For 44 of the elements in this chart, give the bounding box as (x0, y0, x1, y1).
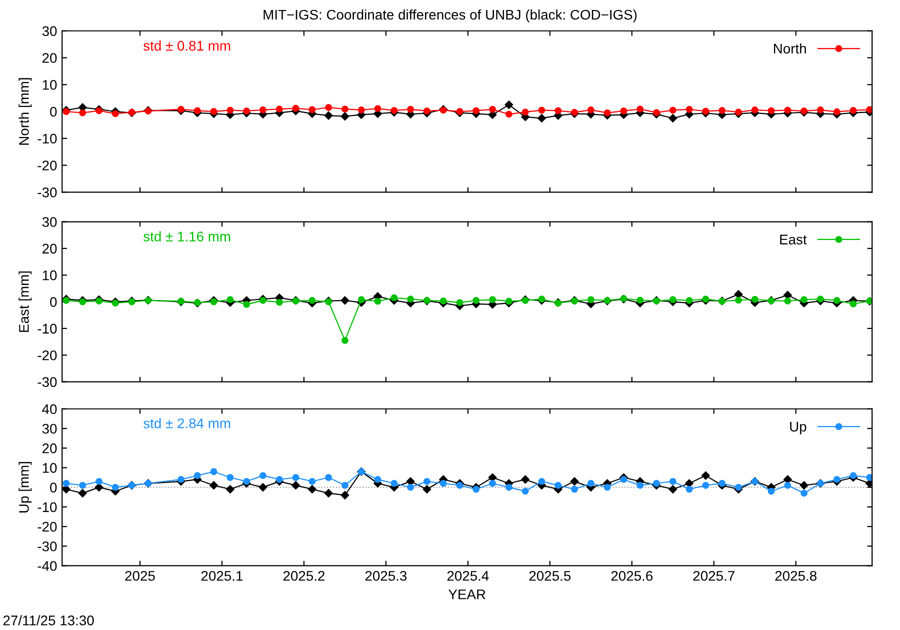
y-tick-label: -30 (38, 541, 57, 552)
y-tick-label: -10 (38, 134, 57, 144)
y-tick-label: -40 (38, 561, 57, 571)
text: 27/11/25 13:30 (3, 615, 94, 626)
y-tick-label: 0 (50, 106, 57, 117)
y-tick-label: 20 (42, 53, 57, 63)
annotation: std ± 0.81 mm (143, 40, 230, 51)
y-tick-label: 30 (42, 26, 57, 36)
y-tick-label: -30 (38, 187, 57, 198)
y-tick-label: 30 (42, 217, 57, 227)
x-tick-label: 2025.7 (693, 570, 734, 581)
y-axis-title: East [mm] (18, 272, 32, 332)
legend-label: Up (790, 422, 806, 434)
y-tick-label: 20 (42, 244, 57, 254)
y-axis-title: North [mm] (18, 78, 32, 145)
x-tick-label: 2025.4 (447, 570, 489, 581)
y-tick-label: -10 (38, 324, 57, 334)
chart-title: MIT−IGS: Coordinate differences of UNBJ (black: COD−IGS) (264, 9, 637, 22)
y-tick-label: 30 (42, 424, 57, 434)
y-tick-label: 10 (42, 80, 57, 90)
y-tick-label: 40 (42, 404, 57, 414)
y-tick-label: 10 (42, 463, 57, 473)
x-axis-title: YEAR (448, 590, 486, 600)
y-tick-label: -20 (38, 160, 57, 170)
x-tick-label: 2025.6 (611, 570, 653, 581)
legend-label: East (780, 234, 807, 244)
annotation: std ± 1.16 mm (143, 231, 230, 242)
y-tick-label: 0 (50, 482, 57, 492)
x-tick-label: 2025.3 (365, 570, 407, 581)
legend-label: North (774, 43, 806, 54)
y-tick-label: -20 (38, 522, 57, 532)
x-tick-label: 2025.1 (201, 570, 243, 581)
y-tick-label: 0 (50, 297, 57, 307)
y-tick-label: -10 (38, 502, 57, 512)
x-tick-label: 2025 (125, 570, 155, 581)
y-tick-label: -20 (38, 350, 57, 360)
x-tick-label: 2025.5 (529, 570, 571, 581)
annotation: std ± 2.84 mm (143, 418, 230, 428)
x-tick-label: 2025.2 (283, 570, 324, 581)
y-tick-label: 20 (42, 443, 57, 454)
y-tick-label: -30 (38, 377, 57, 387)
y-tick-label: 10 (42, 270, 57, 280)
y-axis-title: Up [mm] (18, 462, 32, 512)
x-tick-label: 2025.8 (775, 570, 816, 581)
